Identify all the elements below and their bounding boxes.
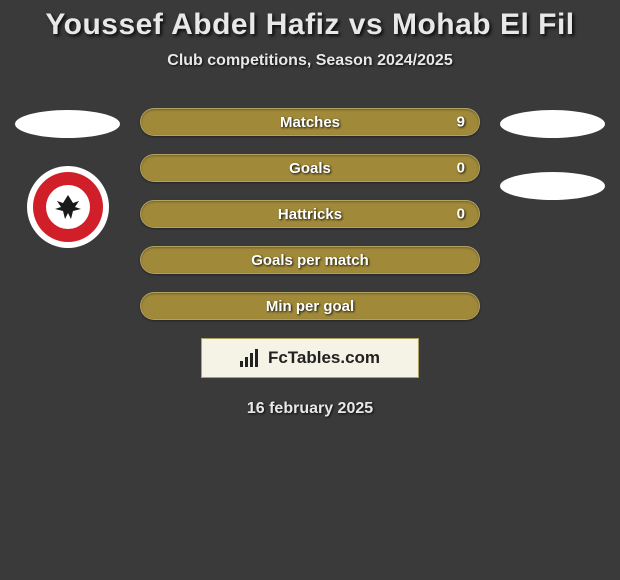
stat-label: Hattricks — [278, 206, 342, 223]
barchart-icon — [240, 349, 262, 367]
stat-label: Goals per match — [251, 252, 369, 269]
club-badge-al-ahly — [27, 166, 109, 248]
page-title: Youssef Abdel Hafiz vs Mohab El Fil — [0, 8, 620, 42]
stat-value: 0 — [457, 160, 465, 177]
stat-label: Min per goal — [266, 298, 354, 315]
stat-bar-goals: Goals 0 — [140, 154, 480, 182]
club-badge-center — [46, 185, 90, 229]
stat-label: Goals — [289, 160, 331, 177]
player2-oval — [500, 110, 605, 138]
stat-bar-matches: Matches 9 — [140, 108, 480, 136]
content-row: Matches 9 Goals 0 Hattricks 0 Goals per … — [0, 108, 620, 320]
stat-value: 9 — [457, 114, 465, 131]
subtitle: Club competitions, Season 2024/2025 — [0, 52, 620, 70]
stat-bar-hattricks: Hattricks 0 — [140, 200, 480, 228]
club-badge-inner — [33, 172, 103, 242]
eagle-icon — [53, 193, 83, 221]
stat-bar-goals-per-match: Goals per match — [140, 246, 480, 274]
stat-label: Matches — [280, 114, 340, 131]
right-column — [500, 108, 605, 200]
player1-oval — [15, 110, 120, 138]
date-text: 16 february 2025 — [0, 400, 620, 418]
site-name: FcTables.com — [268, 348, 380, 368]
infographic-container: Youssef Abdel Hafiz vs Mohab El Fil Club… — [0, 0, 620, 418]
stat-bar-min-per-goal: Min per goal — [140, 292, 480, 320]
player2-club-oval — [500, 172, 605, 200]
stats-bars: Matches 9 Goals 0 Hattricks 0 Goals per … — [140, 108, 480, 320]
site-logo-box: FcTables.com — [201, 338, 419, 378]
stat-value: 0 — [457, 206, 465, 223]
left-column — [15, 108, 120, 248]
